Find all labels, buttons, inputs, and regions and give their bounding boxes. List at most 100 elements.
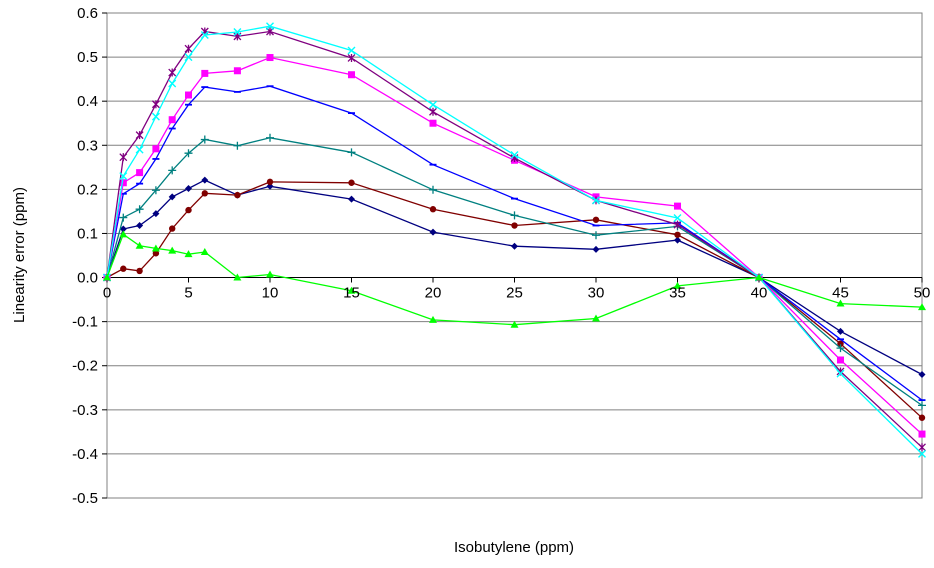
data-point bbox=[103, 273, 111, 281]
data-point bbox=[151, 244, 160, 252]
data-point bbox=[755, 273, 763, 281]
data-point bbox=[185, 184, 192, 192]
data-point bbox=[184, 250, 193, 258]
data-point bbox=[347, 46, 356, 55]
data-point bbox=[836, 344, 845, 353]
data-point bbox=[200, 247, 209, 255]
y-tick-label: -0.1 bbox=[72, 314, 98, 331]
x-tick-label: 40 bbox=[751, 285, 768, 302]
data-point bbox=[347, 148, 356, 157]
x-tick-label: 30 bbox=[588, 285, 605, 302]
data-point bbox=[266, 270, 274, 278]
data-point bbox=[347, 286, 356, 294]
data-point bbox=[168, 68, 177, 77]
data-point bbox=[674, 231, 681, 238]
data-point bbox=[918, 414, 926, 421]
data-point bbox=[233, 27, 242, 36]
data-point bbox=[119, 179, 127, 187]
data-point bbox=[511, 242, 518, 250]
data-point bbox=[918, 303, 926, 311]
x-tick-label: 25 bbox=[506, 285, 523, 302]
data-point bbox=[592, 314, 600, 322]
x-tick-label: 50 bbox=[914, 285, 931, 302]
data-point bbox=[510, 320, 519, 328]
data-point bbox=[918, 401, 926, 410]
data-point bbox=[168, 193, 176, 201]
data-point bbox=[429, 228, 437, 236]
data-point bbox=[836, 299, 845, 307]
data-point bbox=[120, 265, 127, 272]
series-2 bbox=[103, 178, 926, 421]
data-point bbox=[135, 131, 144, 140]
data-point bbox=[136, 222, 144, 230]
data-point bbox=[233, 67, 241, 75]
x-tick-label: 15 bbox=[343, 285, 360, 302]
y-tick-label: 0.6 bbox=[77, 5, 98, 22]
data-point bbox=[168, 116, 176, 124]
data-point bbox=[151, 100, 160, 109]
data-point bbox=[151, 186, 160, 195]
data-point bbox=[510, 211, 519, 220]
y-tick-label: -0.4 bbox=[72, 446, 98, 463]
data-point bbox=[136, 267, 143, 275]
data-point bbox=[168, 79, 177, 88]
x-tick-label: 5 bbox=[184, 285, 192, 302]
y-tick-label: 0.5 bbox=[77, 49, 98, 66]
data-point bbox=[233, 141, 242, 150]
data-point bbox=[837, 356, 844, 364]
y-tick-label: -0.2 bbox=[72, 358, 98, 375]
data-point bbox=[119, 230, 128, 238]
data-point bbox=[184, 53, 193, 62]
data-point bbox=[200, 31, 209, 40]
data-point bbox=[201, 190, 208, 197]
data-point bbox=[918, 371, 926, 379]
data-point bbox=[135, 145, 144, 154]
data-point bbox=[429, 206, 437, 213]
data-point bbox=[673, 220, 682, 229]
data-point bbox=[348, 179, 355, 186]
y-tick-label: 0.1 bbox=[77, 225, 98, 242]
data-point bbox=[119, 213, 128, 222]
data-point bbox=[429, 100, 437, 109]
data-point bbox=[119, 172, 128, 181]
y-axis-title: Linearity error (ppm) bbox=[11, 187, 28, 323]
data-point bbox=[200, 135, 209, 144]
data-point bbox=[266, 54, 274, 62]
data-point bbox=[152, 250, 160, 257]
y-tick-label: 0.0 bbox=[77, 270, 98, 287]
x-axis-title: Isobutylene (ppm) bbox=[454, 539, 574, 556]
data-point bbox=[592, 216, 600, 223]
data-point bbox=[673, 214, 682, 223]
data-point bbox=[674, 236, 681, 244]
data-point bbox=[168, 166, 177, 175]
data-point bbox=[152, 210, 160, 218]
data-point bbox=[185, 206, 192, 214]
series-7 bbox=[103, 22, 926, 458]
data-point bbox=[266, 178, 274, 186]
data-point bbox=[168, 246, 177, 254]
data-point bbox=[836, 369, 845, 378]
data-point bbox=[673, 281, 682, 289]
plot-area bbox=[106, 12, 923, 499]
data-point bbox=[184, 149, 193, 158]
data-point bbox=[169, 225, 176, 232]
tick-labels: 0.6 0.5 0.4 0.3 0.2 0.1 0.0 -0.1 -0.2 -0.3 -0.4 -0.… bbox=[72, 5, 930, 507]
data-point bbox=[201, 176, 209, 184]
data-point bbox=[918, 443, 926, 452]
data-point bbox=[592, 196, 600, 205]
data-point bbox=[429, 315, 437, 323]
data-point bbox=[592, 231, 600, 240]
data-point bbox=[511, 222, 518, 229]
data-point bbox=[266, 133, 274, 142]
x-tick-label: 35 bbox=[669, 285, 686, 302]
data-point bbox=[429, 185, 437, 194]
y-tick-label: -0.5 bbox=[72, 490, 98, 507]
data-point bbox=[429, 107, 437, 116]
y-tick-label: 0.3 bbox=[77, 137, 98, 154]
data-point bbox=[592, 245, 600, 253]
data-point bbox=[266, 22, 274, 31]
data-point bbox=[348, 195, 355, 203]
data-point bbox=[348, 71, 355, 79]
